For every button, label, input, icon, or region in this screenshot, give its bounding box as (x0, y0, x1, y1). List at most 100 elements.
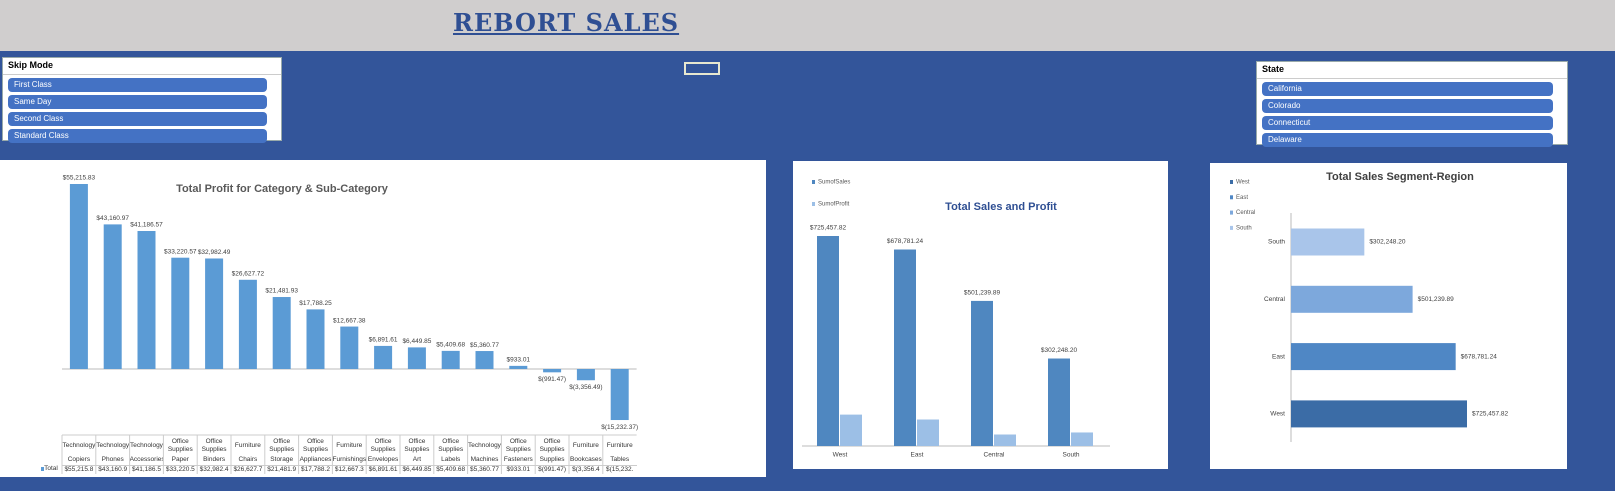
bar (994, 434, 1016, 446)
slicer-item[interactable]: California (1262, 82, 1553, 96)
table-value: $6,891.61 (366, 465, 400, 475)
x-tick-label: Binders (203, 456, 226, 463)
bar (103, 224, 122, 369)
x-tick-label: Phones (101, 456, 124, 463)
table-group: Technology (96, 441, 130, 449)
data-label: $678,781.24 (887, 238, 924, 245)
data-label: $6,449.85 (402, 338, 431, 345)
header-bar (0, 0, 1615, 51)
x-tick-label: Tables (610, 456, 630, 463)
data-label: $5,360.77 (470, 342, 499, 349)
table-group: Office Supplies (370, 437, 396, 453)
table-legend: Total (44, 465, 58, 472)
bar (1071, 432, 1093, 446)
slicer-item[interactable]: Connecticut (1262, 116, 1553, 130)
bar (475, 351, 494, 369)
y-tick-label: East (1272, 353, 1285, 360)
table-group: Technology (62, 441, 96, 449)
table-value: $6,449.85 (400, 465, 434, 475)
table-group: Office Supplies (438, 437, 464, 453)
x-tick-label: Art (412, 456, 422, 463)
bar (894, 249, 916, 446)
y-tick-label: South (1268, 239, 1285, 246)
legend-label: Central (1236, 210, 1255, 216)
legend-swatch (1230, 225, 1233, 230)
slicer-item[interactable]: Delaware (1262, 133, 1553, 147)
bar (1048, 358, 1070, 446)
data-label: $302,248.20 (1041, 347, 1078, 354)
data-label: $12,667.38 (333, 317, 366, 324)
table-group: Office Supplies (539, 437, 565, 453)
bar (306, 309, 325, 369)
data-label: $26,627.72 (232, 271, 265, 278)
bar (840, 414, 862, 446)
x-tick-label: Bookcases (570, 456, 602, 463)
data-label: $(3,356.49) (569, 384, 602, 391)
legend-label: East (1236, 195, 1248, 201)
x-tick-label: Appliances (299, 456, 332, 463)
table-value: $(991.47) (535, 465, 569, 475)
table-value: $43,160.9 (95, 465, 130, 475)
legend-swatch (812, 202, 815, 206)
table-value: $12,667.3 (332, 465, 367, 475)
chart-title: Total Sales Segment-Region (1326, 171, 1474, 183)
x-tick-label: Envelopes (367, 456, 399, 463)
bar (137, 231, 156, 369)
data-label: $41,186.57 (130, 222, 163, 229)
table-value: $933.01 (501, 465, 536, 475)
x-tick-label: Storage (270, 456, 294, 463)
bar (374, 345, 393, 369)
slicer-item[interactable]: Same Day (8, 95, 267, 109)
data-label: $(15,232.37) (601, 424, 638, 431)
slicer-item[interactable]: Standard Class (8, 129, 267, 143)
x-tick-label: East (910, 452, 923, 459)
x-tick-label: Machines (470, 456, 499, 463)
table-value: $32,982.4 (197, 465, 231, 475)
selected-cell (684, 62, 720, 75)
table-group: Office Supplies (167, 437, 193, 453)
data-label: $302,248.20 (1369, 239, 1406, 246)
data-label: $6,891.61 (369, 337, 398, 344)
data-label: $(991.47) (538, 376, 566, 383)
table-value: $55,215.8 (62, 465, 96, 475)
data-label: $33,220.57 (164, 248, 197, 255)
table-value: $21,481.9 (264, 465, 299, 475)
table-group: Furniture (234, 441, 261, 449)
slicer-item[interactable]: First Class (8, 78, 267, 92)
data-label: $32,982.49 (198, 249, 231, 256)
slicer-item[interactable]: Colorado (1262, 99, 1553, 113)
table-group: Office Supplies (269, 437, 295, 453)
chart-panel (0, 160, 766, 477)
bar (441, 350, 460, 369)
table-value: $17,788.2 (298, 465, 333, 475)
table-group: Technology (468, 441, 501, 449)
legend-swatch (1230, 195, 1233, 200)
x-tick-label: Paper (171, 456, 189, 463)
bar (509, 365, 528, 369)
data-label: $43,160.97 (96, 215, 129, 222)
legend-swatch (812, 180, 815, 184)
x-tick-label: South (1063, 452, 1080, 459)
legend-swatch (1230, 180, 1233, 184)
table-value: $41,186.5 (129, 465, 164, 475)
data-label: $55,215.83 (63, 175, 96, 182)
bar (1291, 228, 1365, 256)
data-label: $21,481.93 (265, 288, 298, 295)
table-value: $5,360.77 (467, 465, 502, 475)
bar (1291, 343, 1456, 371)
legend-label: South (1236, 225, 1252, 231)
legend-swatch (41, 467, 44, 471)
bar (340, 326, 359, 369)
table-value: $26,627.7 (231, 465, 265, 475)
x-tick-label: Central (984, 452, 1006, 459)
table-group: Furniture (572, 441, 599, 449)
bar (1291, 400, 1467, 428)
x-tick-label: Furnishings (332, 456, 367, 463)
table-value: $33,220.5 (163, 465, 198, 475)
bar (917, 419, 939, 446)
x-tick-label: Accessories (129, 456, 164, 463)
chart-title: Total Sales and Profit (945, 201, 1057, 213)
slicer-item[interactable]: Second Class (8, 112, 267, 126)
bar (817, 236, 839, 446)
